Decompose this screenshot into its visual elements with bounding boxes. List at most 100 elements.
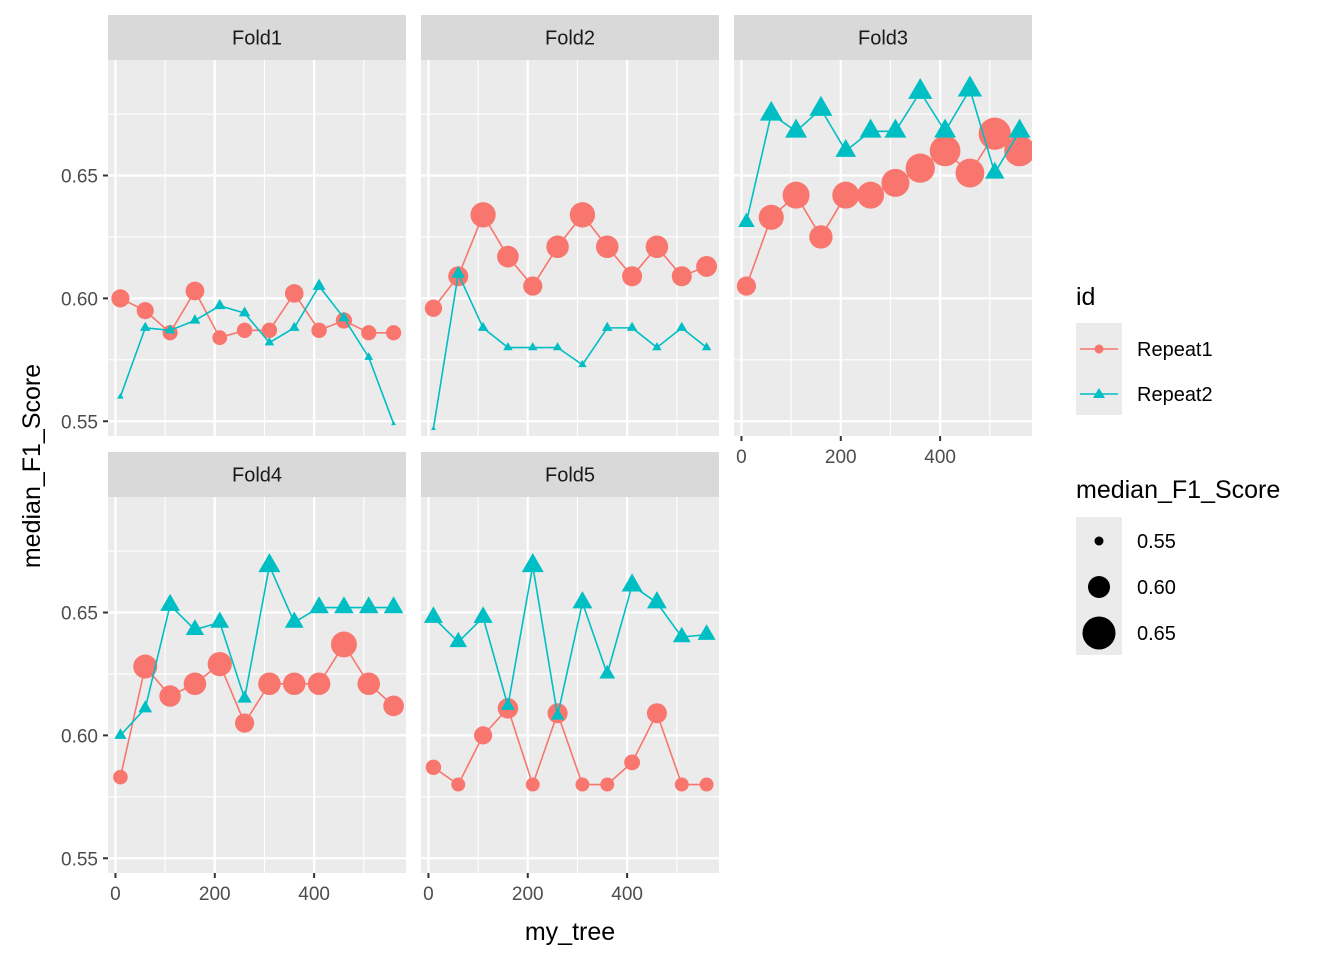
data-point-repeat2 xyxy=(521,553,544,573)
data-point-repeat2 xyxy=(908,77,933,99)
y-tick-label: 0.65 xyxy=(61,167,98,188)
facet-strip-label: Fold4 xyxy=(232,465,282,487)
data-point-repeat1 xyxy=(207,651,232,677)
data-point-repeat2 xyxy=(626,321,638,331)
x-tick-label: 200 xyxy=(199,884,231,905)
data-point-repeat1 xyxy=(357,672,381,696)
data-point-repeat2 xyxy=(284,611,304,628)
y-tick-label: 0.55 xyxy=(61,412,98,433)
data-point-repeat1 xyxy=(383,695,404,717)
facet-strip xyxy=(421,15,719,60)
x-tick-label: 0 xyxy=(736,447,747,468)
legend-label-repeat2: Repeat2 xyxy=(1137,384,1213,406)
data-point-repeat2 xyxy=(934,118,957,138)
data-point-repeat1 xyxy=(284,284,304,303)
data-point-repeat1 xyxy=(361,325,377,341)
data-point-repeat1 xyxy=(159,685,181,707)
data-point-repeat1 xyxy=(282,672,306,696)
data-point-repeat1 xyxy=(622,266,643,287)
data-point-repeat2 xyxy=(383,596,404,614)
x-tick-label: 0 xyxy=(423,884,434,905)
data-point-repeat2 xyxy=(358,596,379,614)
data-point-repeat1 xyxy=(261,322,278,339)
data-point-repeat1 xyxy=(185,281,205,301)
panel-background xyxy=(421,60,719,436)
data-point-repeat1 xyxy=(600,777,615,792)
legend-label-repeat1: Repeat1 xyxy=(1137,339,1213,361)
panel-fold1: Fold1 0.55 0.60 0.65 xyxy=(61,15,406,436)
x-tick-label: 200 xyxy=(512,884,544,905)
data-point-repeat2 xyxy=(477,321,489,331)
data-point-repeat1 xyxy=(646,703,667,724)
data-point-repeat1 xyxy=(212,330,228,346)
data-point-repeat1 xyxy=(905,153,935,183)
data-point-repeat2 xyxy=(338,311,350,322)
data-point-repeat2 xyxy=(139,321,151,331)
panel-background xyxy=(421,497,719,873)
data-point-repeat1 xyxy=(832,181,860,209)
data-point-repeat1 xyxy=(451,777,466,792)
legend-size-label: 0.55 xyxy=(1137,531,1176,553)
data-point-repeat1 xyxy=(978,117,1011,150)
data-point-repeat1 xyxy=(136,302,154,320)
y-tick-label: 0.55 xyxy=(61,849,98,870)
data-point-repeat2 xyxy=(578,359,587,368)
data-point-repeat2 xyxy=(185,619,205,635)
data-point-repeat1 xyxy=(113,769,128,785)
x-tick-label: 400 xyxy=(924,447,956,468)
data-point-repeat2 xyxy=(238,306,251,317)
series-line-repeat2 xyxy=(119,284,395,424)
data-point-repeat1 xyxy=(523,276,543,296)
legend-size-title: median_F1_Score xyxy=(1076,476,1280,504)
data-point-repeat1 xyxy=(674,777,689,792)
legend-size-marker xyxy=(1088,576,1110,598)
x-tick-label: 400 xyxy=(611,884,643,905)
data-point-repeat1 xyxy=(857,181,885,209)
data-point-repeat2 xyxy=(550,707,565,720)
data-point-repeat2 xyxy=(985,161,1005,179)
x-axis-title: my_tree xyxy=(525,918,615,946)
data-point-repeat1 xyxy=(424,299,443,317)
data-point-repeat1 xyxy=(236,322,253,339)
facet-strip-label: Fold3 xyxy=(858,28,908,50)
facet-strip xyxy=(421,452,719,497)
data-point-repeat2 xyxy=(160,593,180,611)
data-point-repeat1 xyxy=(497,245,519,268)
data-point-repeat2 xyxy=(697,624,716,640)
data-point-repeat2 xyxy=(451,265,466,278)
data-point-repeat2 xyxy=(503,342,513,351)
data-point-repeat2 xyxy=(957,75,983,97)
data-point-repeat2 xyxy=(759,100,783,121)
legend-size-label: 0.60 xyxy=(1137,577,1176,599)
data-point-repeat1 xyxy=(133,654,158,679)
data-point-repeat1 xyxy=(525,777,540,792)
data-point-repeat2 xyxy=(500,697,515,710)
panel-fold5: Fold5 0 200 400 xyxy=(421,452,719,905)
data-point-repeat2 xyxy=(391,420,397,426)
data-point-repeat2 xyxy=(264,337,275,346)
data-point-repeat1 xyxy=(595,235,619,259)
plot-area xyxy=(423,553,716,792)
data-point-repeat1 xyxy=(699,777,714,792)
data-point-repeat2 xyxy=(1008,118,1031,138)
data-point-repeat2 xyxy=(189,314,201,324)
data-point-repeat2 xyxy=(423,606,443,623)
data-point-repeat2 xyxy=(646,591,667,609)
data-point-repeat2 xyxy=(528,342,538,351)
data-point-repeat1 xyxy=(311,322,327,339)
data-point-repeat1 xyxy=(474,726,493,745)
legend-size-marker xyxy=(1082,616,1116,650)
x-tick-label: 0 xyxy=(110,884,121,905)
data-point-repeat1 xyxy=(736,276,757,296)
facet-strip xyxy=(108,15,406,60)
data-point-repeat2 xyxy=(237,690,252,703)
y-tick-label: 0.60 xyxy=(61,726,98,747)
data-point-repeat1 xyxy=(696,255,718,277)
legend-size-marker xyxy=(1094,536,1104,546)
data-point-repeat2 xyxy=(114,728,127,739)
x-tick-label: 400 xyxy=(298,884,330,905)
data-point-repeat2 xyxy=(449,631,468,648)
panels-layer: Fold1 0.55 0.60 0.65 Fold2 Fold3 0 200 400 Fold4 0… xyxy=(61,15,1032,905)
data-point-repeat1 xyxy=(330,631,357,658)
